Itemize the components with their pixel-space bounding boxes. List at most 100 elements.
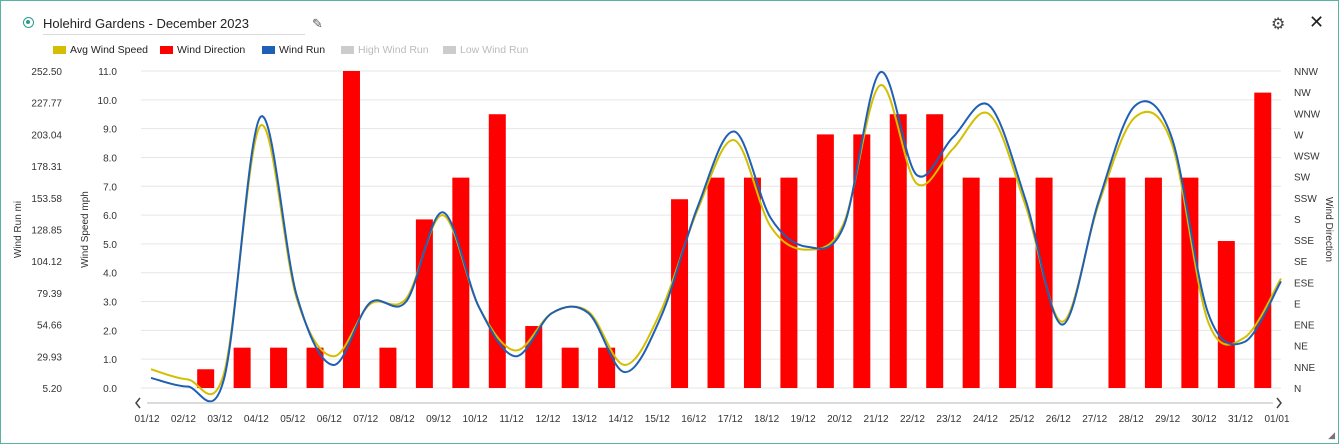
wind-run-tick-label: 227.77: [31, 99, 62, 110]
wind-direction-bar: [197, 369, 215, 388]
x-tick-label: 03/12: [207, 414, 232, 425]
wind-run-line: [150, 71, 1282, 403]
x-tick-label: 02/12: [171, 414, 196, 425]
wind-run-tick-label: 203.04: [31, 130, 62, 141]
wind-direction-bar: [270, 347, 288, 388]
legend-swatch: [341, 46, 354, 54]
legend-item-wind-direction[interactable]: Wind Direction: [160, 44, 245, 56]
wind-speed-tick-label: 0.0: [103, 384, 117, 395]
chart-title-input[interactable]: Holehird Gardens - December 2023: [43, 14, 305, 35]
wind-direction-bar: [999, 177, 1017, 388]
x-tick-label: 28/12: [1119, 414, 1144, 425]
wind-direction-tick-label: W: [1294, 130, 1304, 141]
wind-direction-bar: [671, 199, 689, 388]
legend-swatch: [160, 46, 173, 54]
legend-swatch: [262, 46, 275, 54]
wind-direction-bar: [853, 134, 871, 388]
wind-direction-tick-label: NNE: [1294, 363, 1315, 374]
wind-direction-bar: [379, 347, 397, 388]
axes: 11.0 10.0 9.0 8.0 7.0 6.0 5.0 4.0 3.0 2.0 1.0 0.0 25…: [13, 67, 1334, 425]
wind-direction-bar: [926, 114, 944, 389]
wind-run-tick-label: 178.31: [31, 162, 62, 173]
x-tick-label: 20/12: [827, 414, 852, 425]
wind-speed-tick-label: 10.0: [98, 96, 118, 107]
wind-direction-tick-label: NNW: [1294, 67, 1318, 78]
x-tick-label: 12/12: [535, 414, 560, 425]
wind-direction-tick-label: NE: [1294, 342, 1308, 353]
wind-speed-tick-label: 9.0: [103, 125, 117, 136]
x-tick-label: 09/12: [426, 414, 451, 425]
x-tick-label: 25/12: [1009, 414, 1034, 425]
x-tick-label: 23/12: [936, 414, 961, 425]
wind-run-tick-label: 79.39: [37, 289, 62, 300]
wind-direction-bar: [561, 347, 579, 388]
wind-speed-tick-label: 3.0: [103, 298, 117, 309]
wind-direction-bar: [415, 219, 433, 388]
x-tick-label: 13/12: [572, 414, 597, 425]
wind-direction-bar: [306, 347, 324, 388]
x-tick-label: 04/12: [244, 414, 269, 425]
x-tick-label: 22/12: [900, 414, 925, 425]
wind-speed-axis-title: Wind Speed mph: [80, 191, 91, 268]
legend-label: Wind Direction: [177, 44, 246, 56]
wind-speed-tick-label: 2.0: [103, 326, 117, 337]
x-tick-label: 16/12: [681, 414, 706, 425]
wind-direction-tick-label: S: [1294, 215, 1301, 226]
wind-run-tick-label: 29.93: [37, 352, 62, 363]
wind-speed-tick-label: 8.0: [103, 153, 117, 164]
close-icon[interactable]: ✕: [1309, 12, 1325, 32]
wind-direction-tick-label: SW: [1294, 173, 1311, 184]
legend-item-avg-wind-speed[interactable]: Avg Wind Speed: [53, 44, 148, 56]
wind-run-tick-label: 153.58: [31, 194, 62, 205]
wind-direction-bar: [816, 134, 834, 388]
x-tick-label: 01/01: [1264, 414, 1289, 425]
scroll-left-icon: [135, 397, 141, 409]
x-tick-label: 29/12: [1155, 414, 1180, 425]
wind-direction-tick-label: WNW: [1294, 109, 1321, 120]
x-tick-label: 10/12: [463, 414, 488, 425]
line-series: [150, 71, 1282, 403]
x-tick-label: 14/12: [608, 414, 633, 425]
pencil-icon[interactable]: ✎: [312, 16, 323, 31]
wind-direction-tick-label: SE: [1294, 257, 1308, 268]
wind-direction-tick-label: SSE: [1294, 236, 1314, 247]
legend-label: Wind Run: [279, 44, 326, 56]
wind-speed-tick-label: 11.0: [98, 67, 117, 78]
wind-direction-bar: [1217, 241, 1235, 388]
wind-direction-bar: [1035, 177, 1053, 388]
x-tick-label: 17/12: [718, 414, 743, 425]
x-tick-label: 19/12: [791, 414, 816, 425]
wind-direction-bar: [1144, 177, 1162, 388]
wind-direction-tick-label: N: [1294, 384, 1301, 395]
wind-direction-tick-label: SSW: [1294, 194, 1317, 205]
gear-icon[interactable]: ⚙: [1271, 16, 1286, 33]
wind-direction-bar: [452, 177, 470, 388]
legend-item-wind-run[interactable]: Wind Run: [262, 44, 325, 56]
x-tick-label: 11/12: [499, 414, 524, 425]
x-tick-label: 21/12: [864, 414, 889, 425]
legend-label: High Wind Run: [358, 44, 429, 56]
x-tick-label: 24/12: [973, 414, 998, 425]
x-tick-label: 05/12: [280, 414, 305, 425]
x-tick-label: 01/12: [134, 414, 159, 425]
wind-speed-tick-label: 4.0: [103, 269, 117, 280]
x-tick-label: 30/12: [1192, 414, 1217, 425]
wind-direction-axis-title: Wind Direction: [1323, 197, 1334, 262]
legend-item-high-wind-run[interactable]: High Wind Run: [341, 44, 429, 56]
legend-swatch: [53, 46, 66, 54]
select-radio-icon[interactable]: [23, 17, 34, 28]
wind-speed-tick-label: 7.0: [103, 182, 117, 193]
wind-run-tick-label: 252.50: [31, 67, 62, 78]
wind-direction-bar: [743, 177, 761, 388]
wind-direction-bar: [1108, 177, 1126, 388]
x-tick-label: 27/12: [1082, 414, 1107, 425]
navigator: [135, 397, 1282, 409]
wind-speed-tick-label: 6.0: [103, 211, 117, 222]
resize-handle-icon[interactable]: ◢: [1328, 430, 1335, 440]
legend-label: Low Wind Run: [460, 44, 529, 56]
x-tick-label: 15/12: [645, 414, 670, 425]
wind-direction-bar: [598, 347, 616, 388]
legend-item-low-wind-run[interactable]: Low Wind Run: [443, 44, 528, 56]
